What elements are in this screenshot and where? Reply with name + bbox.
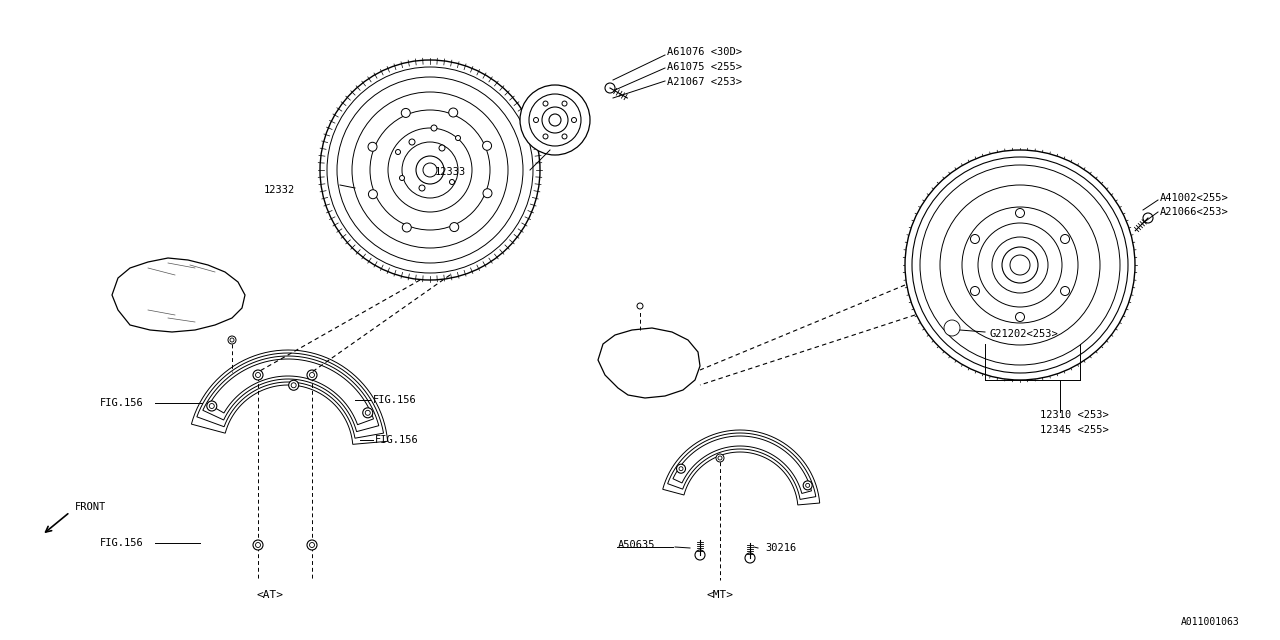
Circle shape — [677, 464, 686, 473]
Circle shape — [256, 543, 261, 547]
Circle shape — [520, 85, 590, 155]
Circle shape — [449, 108, 458, 117]
Circle shape — [449, 223, 458, 232]
Text: A41002<255>: A41002<255> — [1160, 193, 1229, 203]
FancyBboxPatch shape — [986, 322, 1080, 344]
Circle shape — [970, 234, 979, 243]
Circle shape — [745, 553, 755, 563]
Text: 12332: 12332 — [264, 185, 294, 195]
Circle shape — [963, 207, 1078, 323]
Circle shape — [256, 372, 261, 378]
Circle shape — [369, 142, 378, 151]
Circle shape — [920, 165, 1120, 365]
Circle shape — [396, 150, 401, 154]
Circle shape — [1027, 268, 1033, 274]
Text: A61075 <255>: A61075 <255> — [667, 62, 742, 72]
Circle shape — [1143, 213, 1153, 223]
Circle shape — [605, 83, 614, 93]
Circle shape — [210, 403, 214, 408]
Text: G21202<253>: G21202<253> — [989, 329, 1059, 339]
Circle shape — [1011, 270, 1018, 276]
Circle shape — [310, 372, 315, 378]
Circle shape — [1023, 252, 1029, 258]
Circle shape — [291, 383, 296, 388]
Circle shape — [230, 338, 234, 342]
Text: A21066<253>: A21066<253> — [1160, 207, 1229, 217]
Circle shape — [399, 175, 404, 180]
Circle shape — [369, 189, 378, 199]
Circle shape — [419, 185, 425, 191]
Circle shape — [431, 125, 436, 131]
Circle shape — [483, 141, 492, 150]
Circle shape — [1061, 287, 1070, 296]
Circle shape — [543, 101, 548, 106]
Circle shape — [416, 156, 444, 184]
Circle shape — [253, 540, 262, 550]
Circle shape — [911, 157, 1128, 373]
Circle shape — [1015, 209, 1024, 218]
Circle shape — [365, 410, 370, 415]
Text: FIG.156: FIG.156 — [100, 538, 143, 548]
Circle shape — [940, 185, 1100, 345]
Circle shape — [716, 454, 724, 462]
Circle shape — [253, 370, 262, 380]
Circle shape — [307, 540, 317, 550]
Circle shape — [637, 303, 643, 309]
Circle shape — [695, 550, 705, 560]
Circle shape — [571, 118, 576, 122]
Circle shape — [456, 136, 461, 141]
Circle shape — [1006, 266, 1010, 271]
Circle shape — [362, 408, 372, 418]
Circle shape — [410, 139, 415, 145]
Circle shape — [992, 237, 1048, 293]
Circle shape — [320, 60, 540, 280]
Circle shape — [1010, 255, 1030, 275]
Circle shape — [543, 134, 548, 139]
Circle shape — [439, 145, 445, 151]
Circle shape — [803, 481, 812, 490]
Circle shape — [549, 114, 561, 126]
Text: 12345 <255>: 12345 <255> — [1039, 425, 1108, 435]
Circle shape — [678, 467, 684, 470]
Circle shape — [310, 543, 315, 547]
Text: FIG.156: FIG.156 — [372, 395, 417, 405]
Text: FIG.156: FIG.156 — [100, 398, 143, 408]
Circle shape — [905, 150, 1135, 380]
Text: 12310 <253>: 12310 <253> — [1039, 410, 1108, 420]
Text: FIG.156: FIG.156 — [375, 435, 419, 445]
Circle shape — [718, 456, 722, 460]
Circle shape — [970, 287, 979, 296]
Circle shape — [422, 163, 436, 177]
Circle shape — [805, 483, 810, 488]
Text: <MT>: <MT> — [707, 590, 733, 600]
Circle shape — [207, 401, 216, 411]
Circle shape — [541, 107, 568, 133]
Circle shape — [529, 94, 581, 146]
Text: <AT>: <AT> — [256, 590, 283, 600]
Circle shape — [402, 223, 411, 232]
Circle shape — [483, 189, 492, 198]
Circle shape — [1061, 234, 1070, 243]
Circle shape — [289, 380, 298, 390]
Circle shape — [307, 370, 317, 380]
Circle shape — [449, 179, 454, 184]
Circle shape — [401, 108, 411, 117]
Circle shape — [1009, 250, 1015, 256]
Circle shape — [1015, 312, 1024, 321]
Circle shape — [978, 223, 1062, 307]
Text: A011001063: A011001063 — [1181, 617, 1240, 627]
Circle shape — [945, 320, 960, 336]
Circle shape — [534, 118, 539, 122]
Text: 12333: 12333 — [435, 167, 466, 177]
Circle shape — [228, 336, 236, 344]
Circle shape — [1002, 247, 1038, 283]
Text: A50635: A50635 — [618, 540, 655, 550]
Circle shape — [562, 134, 567, 139]
Text: A21067 <253>: A21067 <253> — [667, 77, 742, 87]
Circle shape — [562, 101, 567, 106]
Text: FRONT: FRONT — [76, 502, 106, 512]
Circle shape — [947, 323, 957, 333]
Text: A61076 <30D>: A61076 <30D> — [667, 47, 742, 57]
Text: 30216: 30216 — [765, 543, 796, 553]
